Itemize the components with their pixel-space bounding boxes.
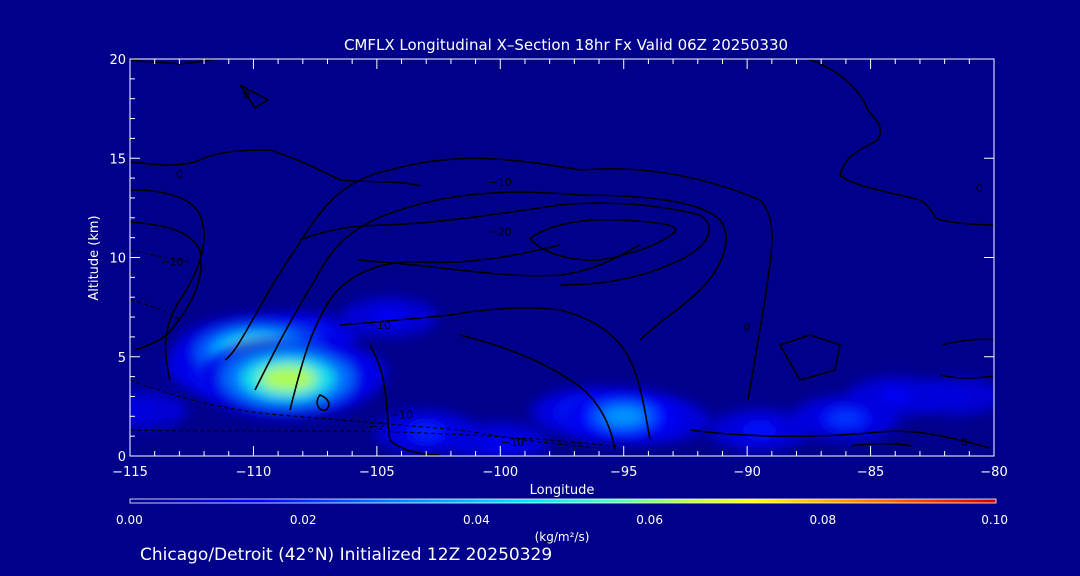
contour-label-3: 0 bbox=[744, 321, 751, 334]
contour-label-11: −2 bbox=[369, 420, 385, 433]
y-axis-label: Altitude (km) bbox=[87, 215, 102, 300]
colorbar-tick-label-3: 0.06 bbox=[636, 513, 663, 527]
flux-cell-1 bbox=[130, 392, 187, 429]
x-tick-label-5: −90 bbox=[733, 465, 760, 480]
contour-label-0: 0 bbox=[243, 89, 250, 102]
contour-label-9: −10 bbox=[501, 436, 524, 449]
plot-area: 0 0 0 0 0 −10 −10 −10 −10 −10 −20 −2 bbox=[130, 59, 994, 456]
colorbar-label: (kg/m²/s) bbox=[535, 530, 590, 544]
colorbar-tick-label-5: 0.10 bbox=[981, 513, 1008, 527]
x-axis: −115 −110 −105 −100 −95 −90 −85 −80 bbox=[112, 59, 1008, 480]
colorbar-ticks: 0.00 0.02 0.04 0.06 0.08 0.10 bbox=[116, 513, 1008, 527]
temperature-contours bbox=[130, 59, 994, 456]
contour-labels: 0 0 0 0 0 −10 −10 −10 −10 −10 −20 −2 bbox=[160, 89, 982, 449]
y-tick-label-3: 15 bbox=[109, 152, 126, 167]
x-tick-label-3: −100 bbox=[482, 465, 518, 480]
chart-title: CMFLX Longitudinal X–Section 18hr Fx Val… bbox=[344, 36, 788, 54]
x-tick-label-6: −85 bbox=[857, 465, 884, 480]
contour-label-1: 0 bbox=[176, 168, 183, 181]
contour-label-7: −10 bbox=[368, 319, 391, 332]
colorbar-tick-label-4: 0.08 bbox=[809, 513, 836, 527]
y-tick-label-1: 5 bbox=[118, 351, 126, 366]
colorbar-strip bbox=[129, 498, 997, 504]
y-tick-label-0: 0 bbox=[118, 450, 126, 465]
contour-label-5: −10 bbox=[489, 176, 512, 189]
footer-caption: Chicago/Detroit (42°N) Initialized 12Z 2… bbox=[140, 545, 552, 565]
flux-cell-13 bbox=[559, 388, 688, 445]
colorbar-tick-label-0: 0.00 bbox=[116, 513, 143, 527]
y-tick-label-2: 10 bbox=[109, 252, 126, 267]
flux-cell-16 bbox=[198, 338, 378, 420]
contour-label-2: 0 bbox=[976, 182, 983, 195]
colorbar-tick-label-1: 0.02 bbox=[290, 513, 317, 527]
x-axis-label: Longitude bbox=[530, 483, 595, 498]
y-axis: 0 5 10 15 20 bbox=[109, 53, 994, 465]
x-tick-label-1: −110 bbox=[236, 465, 272, 480]
x-tick-label-2: −105 bbox=[359, 465, 395, 480]
colorbar-tick-label-2: 0.04 bbox=[463, 513, 490, 527]
flux-cell-9 bbox=[792, 395, 899, 441]
x-tick-label-0: −115 bbox=[112, 465, 148, 480]
colorbar: 0.00 0.02 0.04 0.06 0.08 0.10 (kg/m²/s) bbox=[116, 498, 1008, 544]
x-tick-label-7: −80 bbox=[980, 465, 1007, 480]
contour-label-4: 0 bbox=[961, 436, 968, 449]
flux-cell-7 bbox=[709, 409, 810, 452]
x-tick-label-4: −95 bbox=[610, 465, 637, 480]
y-tick-label-4: 20 bbox=[109, 53, 126, 68]
contour-label-10: −20 bbox=[489, 226, 512, 239]
contour-label-6: −10 bbox=[160, 255, 183, 268]
contour-label-8: −10 bbox=[390, 408, 413, 421]
